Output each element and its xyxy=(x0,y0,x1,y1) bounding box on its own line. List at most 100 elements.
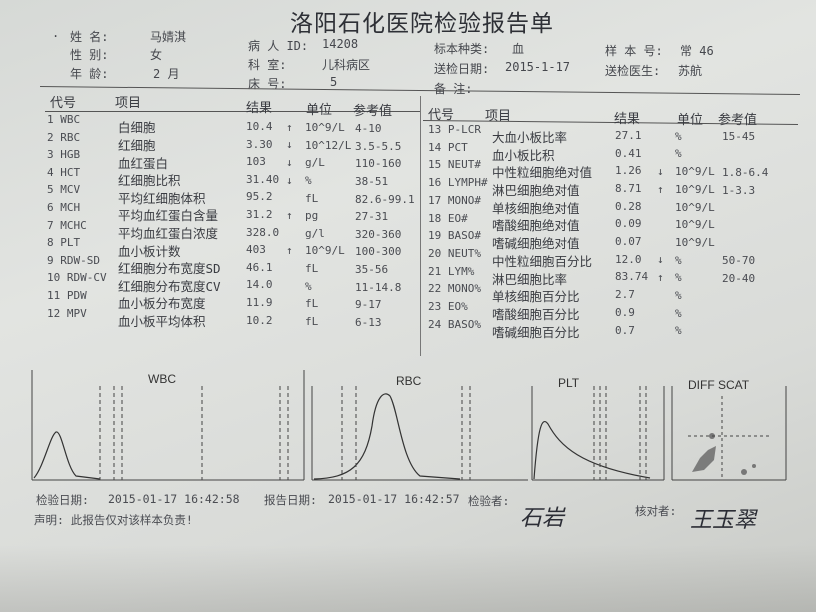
result-unit: % xyxy=(675,271,682,285)
result-item: 平均红细胞体积 xyxy=(118,190,206,206)
result-code: 20 NEUT% xyxy=(428,246,481,260)
result-item: 嗜酸细胞百分比 xyxy=(492,306,580,322)
patient-bed: 5 xyxy=(330,75,338,89)
result-unit: % xyxy=(675,289,682,302)
diff-scat-label: DIFF SCAT xyxy=(688,378,750,392)
checker-label: 核对者: xyxy=(635,504,677,518)
result-unit: 10^9/L xyxy=(675,235,715,249)
result-flag: ↑ xyxy=(286,120,293,134)
result-unit: 10^9/L xyxy=(675,182,715,196)
header-item: 项目 xyxy=(115,96,142,111)
wbc-histogram-plot xyxy=(31,370,305,481)
submit-date-label: 送检日期: xyxy=(434,62,490,76)
tester-label: 检验者: xyxy=(468,494,510,508)
result-reference: 100-300 xyxy=(355,245,402,259)
result-item: 中性粒细胞绝对值 xyxy=(492,165,593,181)
result-unit: 10^9/L xyxy=(305,244,345,258)
patient-sex: 女 xyxy=(150,48,163,62)
result-reference: 35-56 xyxy=(355,262,389,276)
age-label: 年 龄: xyxy=(70,67,109,81)
result-reference: 20-40 xyxy=(722,272,756,285)
result-code: 10 RDW-CV xyxy=(47,271,107,285)
header-result: 结果 xyxy=(614,112,641,127)
result-value: 95.2 xyxy=(246,190,273,204)
plt-histogram: PLT xyxy=(530,366,666,484)
bullet: . xyxy=(52,26,60,40)
wbc-histogram: WBC xyxy=(30,366,306,484)
result-value: 0.07 xyxy=(615,235,642,248)
diff-scatter-cluster-neut xyxy=(741,469,747,475)
result-code: 23 EO% xyxy=(428,300,468,313)
header-code: 代号 xyxy=(428,108,455,123)
result-reference: 82.6-99.1 xyxy=(355,192,415,206)
result-code: 16 LYMPH# xyxy=(428,176,488,190)
header-unit: 单位 xyxy=(677,113,704,128)
report-date: 2015-01-17 16:42:57 xyxy=(328,492,460,506)
result-value: 14.0 xyxy=(246,278,273,292)
report-title: 洛阳石化医院检验报告单 xyxy=(290,11,554,37)
result-unit: pg xyxy=(305,209,319,223)
result-reference: 6-13 xyxy=(355,315,382,329)
result-unit: % xyxy=(305,173,312,187)
result-item: 淋巴细胞比率 xyxy=(492,271,568,287)
result-value: 27.1 xyxy=(615,128,642,142)
result-unit: % xyxy=(305,279,312,293)
result-code: 14 PCT xyxy=(428,140,468,154)
plt-curve xyxy=(533,421,651,480)
result-code: 21 LYM% xyxy=(428,264,475,278)
result-flag: ↓ xyxy=(657,253,664,267)
result-unit: % xyxy=(675,253,682,267)
header-ref: 参考值 xyxy=(353,104,393,119)
result-item: 淋巴细胞绝对值 xyxy=(492,183,580,199)
result-unit: 10^9/L xyxy=(675,165,715,179)
patient-name: 马婧淇 xyxy=(150,30,187,44)
sample-no: 常 46 xyxy=(680,44,714,58)
result-value: 10.4 xyxy=(246,119,273,133)
result-code: 5 MCV xyxy=(47,183,81,197)
result-item: 血红蛋白 xyxy=(118,155,169,171)
result-value: 1.26 xyxy=(615,164,642,178)
result-unit: fL xyxy=(305,261,319,275)
result-value: 8.71 xyxy=(615,181,642,195)
diff-scatter-cluster-lymph xyxy=(692,446,716,472)
header-divider xyxy=(40,86,800,95)
result-value: 46.1 xyxy=(246,260,273,274)
rbc-histogram: RBC xyxy=(310,366,530,484)
header-code: 代号 xyxy=(50,96,77,111)
result-value: 103 xyxy=(246,155,266,169)
result-item: 血小板分布宽度 xyxy=(118,296,206,312)
sample-no-label: 样 本 号: xyxy=(605,44,663,58)
result-item: 血小板平均体积 xyxy=(118,314,206,330)
wbc-curve xyxy=(33,431,101,480)
result-value: 12.0 xyxy=(615,252,642,266)
result-item: 红细胞分布宽度SD xyxy=(118,261,221,277)
result-code: 1 WBC xyxy=(47,113,81,126)
table-surface xyxy=(0,545,816,612)
diff-scatter-cluster-eo xyxy=(752,464,756,468)
result-code: 19 BASO# xyxy=(428,229,481,243)
result-unit: fL xyxy=(305,314,319,328)
result-unit: 10^9/L xyxy=(305,121,345,135)
result-flag: ↑ xyxy=(286,208,293,222)
tester-signature: 石岩 xyxy=(520,506,565,531)
result-unit: % xyxy=(675,306,682,320)
result-value: 31.40 xyxy=(246,172,280,186)
header-ref: 参考值 xyxy=(718,113,758,128)
result-value: 2.7 xyxy=(615,288,635,302)
result-item: 平均血红蛋白浓度 xyxy=(118,226,219,242)
result-value: 31.2 xyxy=(246,207,273,221)
result-reference: 11-14.8 xyxy=(355,280,402,294)
result-item: 单核细胞百分比 xyxy=(492,289,580,305)
patient-id: 14208 xyxy=(322,37,359,51)
result-unit: % xyxy=(675,324,682,338)
result-item: 红细胞 xyxy=(118,138,156,154)
result-reference: 1.8-6.4 xyxy=(722,165,769,179)
rbc-label: RBC xyxy=(396,374,422,388)
result-flag: ↑ xyxy=(657,182,664,196)
result-value: 10.2 xyxy=(246,313,273,327)
result-reference: 38-51 xyxy=(355,174,389,188)
rbc-curve xyxy=(313,393,461,480)
result-code: 2 RBC xyxy=(47,130,81,144)
result-reference: 27-31 xyxy=(355,210,389,224)
id-label: 病 人 ID: xyxy=(248,39,309,53)
